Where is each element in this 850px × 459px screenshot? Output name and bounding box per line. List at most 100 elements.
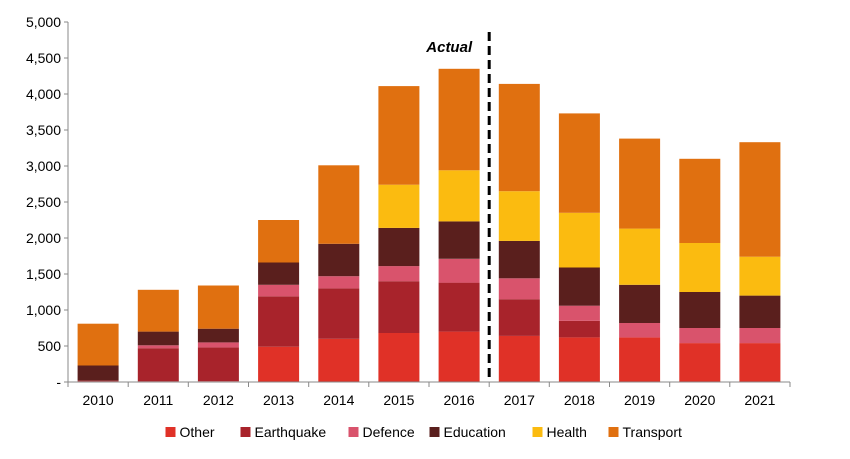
bar-segment-2020-series-2: [679, 328, 721, 344]
bar-segment-2019-series-2: [619, 323, 661, 338]
bar-segment-2013-series-0: [258, 346, 300, 382]
bar-segment-2012-series-1: [197, 347, 239, 382]
bar-segment-2011-series-2: [137, 345, 179, 349]
legend-swatch-defence: [348, 427, 359, 437]
bar-segment-2015-series-2: [378, 266, 420, 282]
bar-segment-2014-series-2: [318, 276, 360, 289]
bar-segment-2020-series-3: [679, 292, 721, 328]
y-tick-label: -: [56, 374, 61, 390]
bar-segment-2016-series-0: [438, 331, 480, 382]
bar-segment-2019-series-3: [619, 284, 661, 323]
legend: Other Earthquake Defence Education Health Tra…: [165, 424, 683, 440]
bar-segment-2018-series-4: [558, 212, 600, 268]
bar-segment-2015-series-0: [378, 333, 420, 382]
bar-segment-2010-series-1: [77, 380, 119, 382]
x-tick-labels: 2010 2011 2012 2013 2014 2015 2016 2017 2018 2019…: [83, 392, 776, 408]
bar-segment-2013-series-3: [258, 262, 300, 285]
bar-segment-2019-series-5: [619, 138, 661, 229]
bar-segment-2012-series-5: [197, 285, 239, 329]
x-tick-label: 2010: [83, 392, 114, 408]
bar-segment-2018-series-1: [558, 320, 600, 338]
x-tick-label: 2021: [744, 392, 775, 408]
bar-segment-2021-series-5: [739, 142, 781, 257]
bar-segment-2010-series-5: [77, 323, 119, 366]
bar-segment-2014-series-0: [318, 338, 360, 382]
y-tick-label: 4,000: [26, 86, 61, 102]
legend-label-health: Health: [547, 424, 587, 440]
x-tick-label: 2012: [203, 392, 234, 408]
bars-layer: [77, 68, 781, 382]
legend-label-defence: Defence: [363, 424, 415, 440]
bar-segment-2011-series-3: [137, 331, 179, 346]
bar-segment-2021-series-2: [739, 328, 781, 344]
bar-segment-2016-series-3: [438, 221, 480, 259]
bar-segment-2013-series-1: [258, 296, 300, 347]
legend-swatch-other: [165, 427, 176, 437]
bar-segment-2010-series-3: [77, 365, 119, 381]
bar-segment-2018-series-3: [558, 267, 600, 306]
y-tick-label: 2,000: [26, 230, 61, 246]
bar-segment-2021-series-4: [739, 256, 781, 296]
bar-segment-2011-series-1: [137, 348, 179, 382]
y-tick-label: 5,000: [26, 14, 61, 30]
legend-label-other: Other: [180, 424, 215, 440]
bar-segment-2017-series-0: [498, 335, 540, 382]
legend-swatch-transport: [608, 427, 619, 437]
x-tick-label: 2017: [504, 392, 535, 408]
bar-segment-2015-series-3: [378, 227, 420, 267]
x-tick-label: 2020: [684, 392, 715, 408]
y-tick-labels: - 500 1,000 1,500 2,000 2,500 3,000 3,500 4,000 4…: [26, 14, 61, 390]
bar-segment-2015-series-4: [378, 184, 420, 228]
x-tick-label: 2016: [444, 392, 475, 408]
y-tick-label: 3,500: [26, 122, 61, 138]
bar-segment-2018-series-2: [558, 305, 600, 321]
bar-segment-2020-series-0: [679, 343, 721, 382]
legend-swatch-health: [532, 427, 543, 437]
legend-swatch-earthquake: [240, 427, 251, 437]
bar-segment-2017-series-3: [498, 240, 540, 279]
x-tick-label: 2015: [383, 392, 414, 408]
bar-segment-2012-series-3: [197, 328, 239, 343]
y-tick-label: 1,000: [26, 302, 61, 318]
legend-label-earthquake: Earthquake: [255, 424, 327, 440]
x-tick-label: 2013: [263, 392, 294, 408]
legend-label-transport: Transport: [623, 424, 683, 440]
bar-segment-2018-series-5: [558, 113, 600, 213]
y-tick-label: 1,500: [26, 266, 61, 282]
bar-segment-2014-series-5: [318, 165, 360, 244]
bar-segment-2013-series-2: [258, 284, 300, 297]
x-tick-label: 2014: [323, 392, 354, 408]
bar-segment-2013-series-5: [258, 220, 300, 263]
bar-segment-2016-series-1: [438, 282, 480, 332]
bar-segment-2015-series-5: [378, 86, 420, 185]
legend-label-education: Education: [444, 424, 506, 440]
x-tick-label: 2018: [564, 392, 595, 408]
bar-segment-2011-series-5: [137, 289, 179, 332]
bar-segment-2017-series-1: [498, 299, 540, 336]
y-tick-label: 4,500: [26, 50, 61, 66]
axes-layer: [64, 21, 791, 387]
bar-segment-2020-series-4: [679, 243, 721, 292]
bar-segment-2019-series-0: [619, 337, 661, 382]
bar-segment-2017-series-4: [498, 191, 540, 241]
x-tick-label: 2011: [143, 392, 173, 408]
bar-segment-2018-series-0: [558, 337, 600, 382]
bar-segment-2014-series-3: [318, 243, 360, 277]
y-tick-label: 3,000: [26, 158, 61, 174]
bar-segment-2015-series-1: [378, 281, 420, 333]
bar-segment-2012-series-2: [197, 342, 239, 348]
bar-segment-2016-series-5: [438, 68, 480, 171]
y-tick-label: 2,500: [26, 194, 61, 210]
bar-segment-2017-series-2: [498, 278, 540, 300]
actual-annotation: Actual: [425, 39, 473, 56]
legend-swatch-education: [429, 427, 440, 437]
bar-segment-2014-series-1: [318, 288, 360, 339]
bar-segment-2016-series-4: [438, 170, 480, 222]
bar-segment-2019-series-4: [619, 228, 661, 285]
bar-segment-2016-series-2: [438, 258, 480, 283]
bar-segment-2017-series-5: [498, 83, 540, 192]
x-tick-label: 2019: [624, 392, 655, 408]
bar-segment-2020-series-5: [679, 158, 721, 243]
bar-segment-2021-series-3: [739, 295, 781, 328]
